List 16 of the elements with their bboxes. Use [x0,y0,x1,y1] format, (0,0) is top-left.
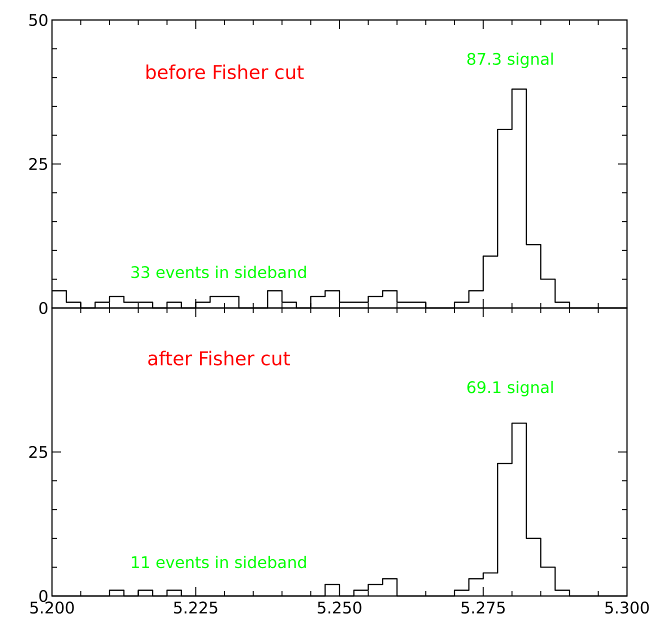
x-tick-label: 5.300 [605,602,649,614]
y-tick-label: 25 [29,158,48,170]
y-tick-label: 50 [29,14,48,26]
annotation: before Fisher cut [146,64,304,80]
annotation: 11 events in sideband [132,556,306,568]
x-tick-label: 5.200 [30,602,74,614]
y-tick-label: 0 [39,302,48,314]
x-tick-label: 5.225 [174,602,218,614]
annotation: 87.3 signal [467,52,553,68]
y-tick-label: 0 [39,590,48,602]
annotation: 69.1 signal [467,380,553,396]
x-tick-label: 5.275 [462,602,505,614]
annotation: after Fisher cut [148,350,290,366]
x-tick-label: 5.250 [318,602,362,614]
annotation: 33 events in sideband [131,266,306,278]
y-tick-label: 25 [29,446,48,458]
